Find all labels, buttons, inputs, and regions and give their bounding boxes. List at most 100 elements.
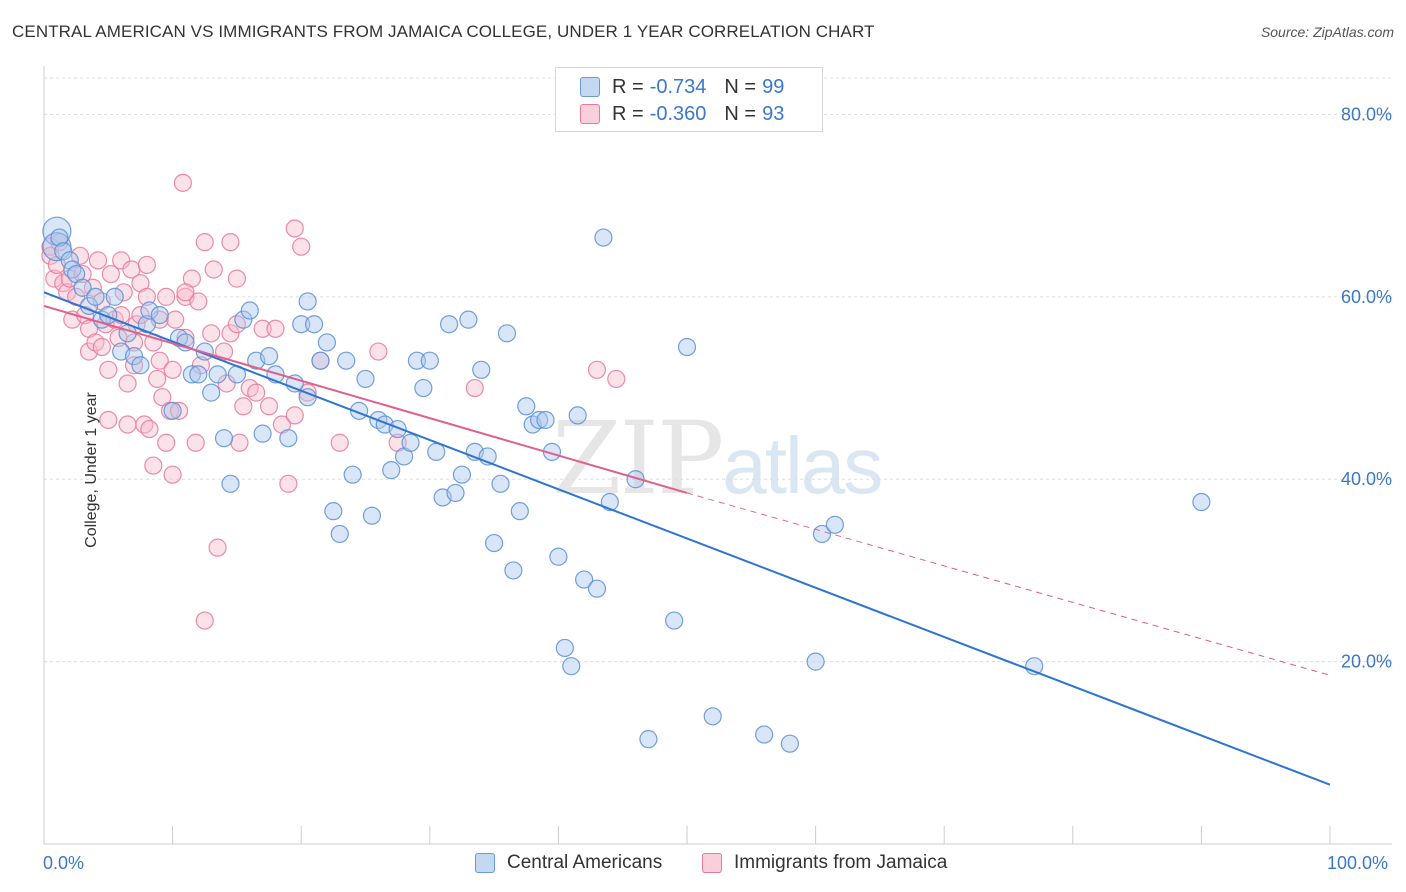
bottom-legend-jamaica: Immigrants from Jamaica (702, 852, 947, 874)
jamaica-point (157, 433, 176, 452)
jamaica-point (234, 397, 253, 416)
central-americans-point (343, 465, 362, 484)
central-americans-point (131, 356, 150, 375)
central-americans-point (54, 242, 73, 261)
central-americans-point (594, 228, 613, 247)
jamaica-point (204, 260, 223, 279)
central-americans-point (317, 333, 337, 352)
central-americans-point (549, 547, 568, 566)
central-americans-point (639, 730, 658, 749)
jamaica-point (166, 310, 185, 329)
central-americans-point (755, 725, 774, 744)
central-americans-point (414, 378, 433, 398)
jamaica-point (131, 305, 150, 325)
bottom-legend-swatch-pink (702, 853, 722, 873)
jamaica-point (140, 419, 159, 439)
central-americans-point (806, 652, 825, 671)
central-americans-point (452, 465, 472, 484)
jamaica-point (221, 233, 240, 252)
central-americans-point (298, 292, 317, 311)
jamaica-point (99, 410, 118, 430)
central-americans-point (105, 287, 124, 306)
bottom-legend-label: Immigrants from Jamaica (734, 852, 948, 873)
central-americans-point (253, 424, 272, 443)
jamaica-point (587, 360, 607, 379)
jamaica-point (195, 611, 214, 630)
central-americans-point (240, 301, 259, 320)
central-americans-point (337, 351, 356, 370)
jamaica-point (230, 433, 249, 452)
legend-n-label: N = (724, 102, 757, 125)
jamaica-point (195, 233, 214, 252)
bottom-legend-central-americans: Central Americans (475, 852, 662, 874)
central-americans-point (189, 365, 208, 384)
jamaica-point (144, 456, 163, 475)
jamaica-point (221, 324, 240, 343)
jamaica-point (150, 351, 169, 370)
central-americans-point (420, 351, 439, 370)
chart-title: CENTRAL AMERICAN VS IMMIGRANTS FROM JAMA… (12, 22, 875, 41)
legend-row-jamaica: R = -0.360 N = 93 (580, 102, 784, 126)
jamaica-point (124, 333, 144, 352)
central-americans-point (362, 506, 382, 525)
legend-swatch-blue (580, 77, 600, 97)
legend: R = -0.734 N = 99 R = -0.360 N = 93 (555, 67, 823, 132)
central-americans-point (388, 419, 407, 439)
jamaica-point (189, 292, 208, 311)
central-americans-point (259, 347, 279, 366)
central-americans-point (491, 474, 510, 493)
jamaica-point (369, 342, 388, 361)
jamaica-point (70, 246, 90, 265)
jamaica-point (186, 433, 205, 452)
central-americans-point (124, 347, 144, 366)
legend-n-label: N = (724, 75, 757, 98)
jamaica-point (253, 319, 272, 338)
jamaica-point (173, 173, 192, 192)
jamaica-point (330, 433, 349, 452)
legend-swatch-pink (580, 104, 600, 124)
central-americans-point (324, 502, 343, 521)
jamaica-point (259, 397, 279, 416)
central-americans-point (536, 410, 555, 430)
jamaica-point (163, 465, 182, 484)
jamaica-point (465, 378, 484, 398)
central-americans-point (427, 442, 446, 461)
legend-row-central-americans: R = -0.734 N = 99 (580, 75, 784, 99)
central-americans-point (163, 401, 182, 420)
legend-r-value: -0.734 (649, 75, 707, 98)
central-americans-point (575, 570, 594, 589)
jamaica-point (285, 406, 304, 425)
jamaica-point (279, 474, 298, 493)
jamaica-point (45, 269, 64, 288)
central-americans-point (73, 278, 92, 297)
y-tick-label: 20.0% (1341, 652, 1392, 672)
jamaica-point (266, 319, 285, 338)
jamaica-point (137, 287, 156, 306)
jamaica-trendline (43, 305, 688, 494)
jamaica-point (148, 369, 167, 389)
central-americans-point (234, 310, 253, 329)
jamaica-point (247, 383, 266, 402)
jamaica-point (176, 283, 195, 302)
jamaica-point (214, 342, 234, 361)
central-americans-point (50, 228, 69, 247)
jamaica-point (99, 360, 118, 379)
x-tick-label-min: 0.0% (43, 853, 85, 873)
jamaica-point (227, 269, 246, 288)
jamaica-point (112, 251, 131, 270)
central-americans-point (304, 315, 324, 334)
central-americans-point (510, 502, 529, 521)
central-americans-point (292, 315, 311, 334)
jamaica-point (607, 369, 626, 389)
central-americans-point (311, 351, 330, 370)
central-americans-point (626, 470, 645, 489)
y-tick-label: 40.0% (1341, 469, 1392, 489)
jamaica-point (118, 374, 137, 393)
jamaica-point (118, 415, 137, 434)
bottom-legend-label: Central Americans (507, 852, 663, 873)
jamaica-point (73, 264, 92, 284)
bottom-legend-swatch-blue (475, 853, 495, 873)
legend-r-value: -0.360 (649, 102, 707, 125)
central-americans-point (1192, 492, 1211, 512)
central-americans-point (279, 429, 298, 448)
